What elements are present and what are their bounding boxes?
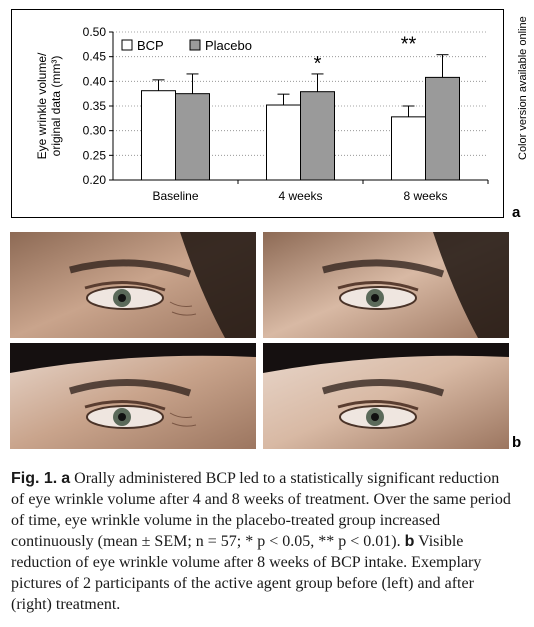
legend-label: BCP (137, 38, 164, 53)
legend-swatch (121, 39, 133, 51)
y-tick-label: 0.50 (83, 25, 107, 39)
eye-photo-graphic (263, 232, 509, 338)
chart-panel: 0.20 0.25 0.30 0.35 0.40 0.45 0.50 Eye wrinkle … (11, 9, 504, 218)
x-tick-label: 8 weeks (403, 189, 447, 203)
y-tick-label: 0.20 (83, 173, 107, 187)
bar-bcp (141, 90, 176, 181)
significance-marker: ** (401, 34, 417, 56)
y-tick-label: 0.45 (83, 50, 107, 64)
panel-label-a: a (512, 204, 521, 221)
eye-photo-graphic (263, 343, 509, 449)
photo-grid (10, 232, 509, 449)
color-version-note: Color version available online (517, 16, 529, 160)
x-tick-label: Baseline (152, 189, 198, 203)
y-axis-label: Eye wrinkle volume/original data (mm³) (35, 52, 63, 159)
photo-participant-1-before (10, 232, 256, 338)
eye-photo-graphic (10, 232, 256, 338)
legend-swatch (189, 39, 201, 51)
photo-participant-1-after (263, 232, 509, 338)
bar-chart: 0.20 0.25 0.30 0.35 0.40 0.45 0.50 Eye wrinkle … (35, 25, 489, 203)
x-tick-label: 4 weeks (278, 189, 322, 203)
y-tick-label: 0.35 (83, 99, 107, 113)
photo-participant-2-after (263, 343, 509, 449)
panel-label-b: b (512, 434, 522, 451)
photo-participant-2-before (10, 343, 256, 449)
significance-marker: * (314, 53, 322, 75)
caption-text-a: Orally administered BCP led to a statist… (11, 470, 511, 550)
bar-bcp (391, 116, 426, 181)
bar-placebo (300, 91, 335, 181)
bar-placebo (175, 93, 210, 181)
caption-label-b: b (404, 533, 415, 550)
legend-label: Placebo (205, 38, 252, 53)
y-tick-label: 0.25 (83, 148, 107, 162)
figure-label: Fig. 1. (11, 470, 58, 487)
bar-bcp (266, 104, 301, 181)
caption-text-b: Visible reduction of eye wrinkle volume … (11, 533, 482, 613)
bar-placebo (425, 76, 460, 181)
eye-photo-graphic (10, 343, 256, 449)
caption-label-a: a (61, 470, 71, 487)
figure-caption: Fig. 1. a Orally administered BCP led to… (11, 468, 516, 615)
y-tick-label: 0.30 (83, 124, 107, 138)
y-tick-label: 0.40 (83, 74, 107, 88)
